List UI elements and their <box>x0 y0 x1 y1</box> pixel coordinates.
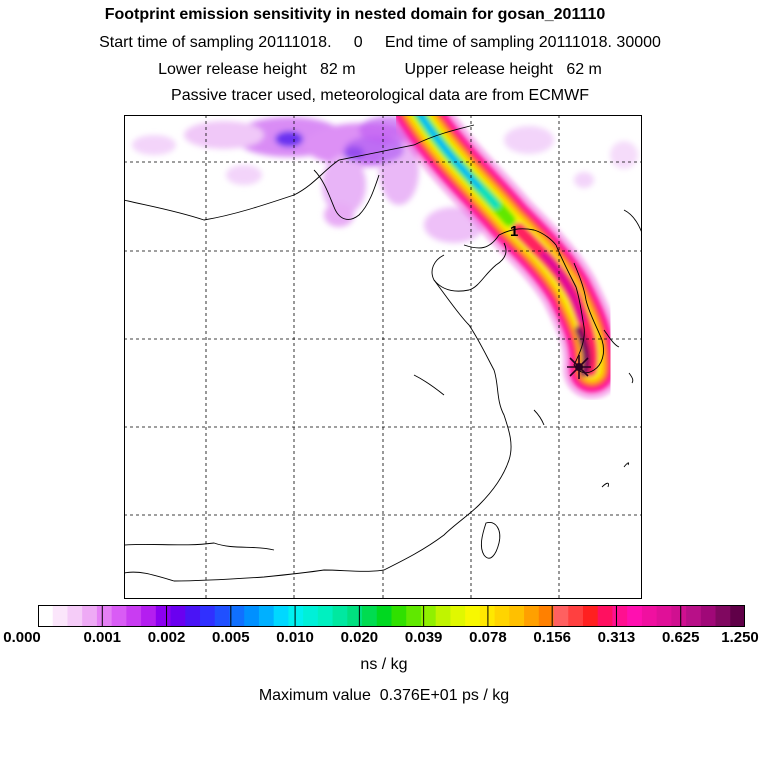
color-swatch <box>332 605 348 627</box>
color-swatch <box>67 605 83 627</box>
color-scale-ticks: 0.000 0.001 0.002 0.005 0.010 0.020 0.039 0.078… <box>0 629 768 649</box>
color-swatch <box>700 605 717 627</box>
color-swatch <box>641 605 658 627</box>
color-swatch <box>303 605 319 627</box>
color-scale-tick-label: 0.078 <box>469 629 507 646</box>
color-swatch <box>538 605 555 627</box>
color-scale-tick-label: 0.002 <box>147 629 186 646</box>
color-swatch <box>96 605 113 627</box>
color-scale-tick-label: 0.020 <box>340 629 379 646</box>
color-swatch <box>568 605 584 627</box>
coastlines <box>124 124 642 582</box>
color-swatch <box>420 605 437 627</box>
color-swatch <box>450 605 466 627</box>
color-scale-tick-label: 1.250 <box>721 629 759 646</box>
color-swatch <box>273 605 289 627</box>
color-scale-tick-label: 0.625 <box>661 629 700 646</box>
maximum-value-label: Maximum value 0.376E+01 ps / kg <box>258 687 510 704</box>
emission-patches <box>132 116 638 243</box>
color-swatch <box>553 605 569 627</box>
lat-lon-grid <box>124 115 642 599</box>
color-swatch <box>244 605 260 627</box>
color-swatch <box>288 605 304 627</box>
tracer-info-line: Passive tracer used, meteorological data… <box>171 87 589 104</box>
color-scale-tick-label: 0.001 <box>83 629 122 646</box>
color-swatch <box>126 605 142 627</box>
color-scale-tick-label: 0.010 <box>276 629 314 646</box>
color-swatch <box>170 605 186 627</box>
color-swatch <box>38 605 54 627</box>
color-swatch <box>391 605 407 627</box>
color-scale-border <box>38 605 745 627</box>
release-height-line: Lower release height 82 m Upper release … <box>158 61 602 78</box>
color-swatch <box>582 605 599 627</box>
color-swatch <box>435 605 452 627</box>
color-swatch <box>52 605 69 627</box>
color-swatch <box>465 605 481 627</box>
color-swatch <box>715 605 731 627</box>
color-swatch <box>214 605 231 627</box>
color-swatch <box>612 605 628 627</box>
color-scale-tick-label: 0.156 <box>533 629 571 646</box>
color-swatch <box>524 605 540 627</box>
color-swatch <box>111 605 127 627</box>
footprint-plume <box>387 115 622 399</box>
color-swatch <box>376 605 393 627</box>
footprint-map: 1 <box>124 115 642 599</box>
color-swatch <box>317 605 334 627</box>
color-scale-tick-label: 0.005 <box>212 629 250 646</box>
color-swatch <box>141 605 157 627</box>
color-scale-tick-label: 0.039 <box>404 629 443 646</box>
color-swatch <box>597 605 614 627</box>
color-scale-tick-label: 0.000 <box>3 629 41 646</box>
plot-title: Footprint emission sensitivity in nested… <box>104 6 606 23</box>
color-swatch <box>627 605 643 627</box>
color-swatch <box>671 605 687 627</box>
color-swatch <box>229 605 245 627</box>
star-icon <box>567 355 591 379</box>
color-swatch <box>362 605 378 627</box>
color-swatch <box>185 605 201 627</box>
color-swatch <box>406 605 422 627</box>
sampling-time-line: Start time of sampling 20111018. 0 End t… <box>99 34 661 51</box>
color-swatch <box>155 605 172 627</box>
color-swatch <box>347 605 363 627</box>
color-swatch <box>258 605 275 627</box>
color-scale-tick-label: 0.313 <box>597 629 636 646</box>
color-swatch <box>494 605 510 627</box>
trajectory-marker-label: 1 <box>510 223 518 240</box>
color-swatch <box>730 605 745 627</box>
color-swatch <box>686 605 702 627</box>
color-swatch <box>656 605 672 627</box>
color-scale-bar <box>38 605 745 627</box>
color-swatch <box>82 605 98 627</box>
color-swatch <box>200 605 216 627</box>
color-swatch <box>509 605 525 627</box>
unit-label: ns / kg <box>360 656 408 673</box>
